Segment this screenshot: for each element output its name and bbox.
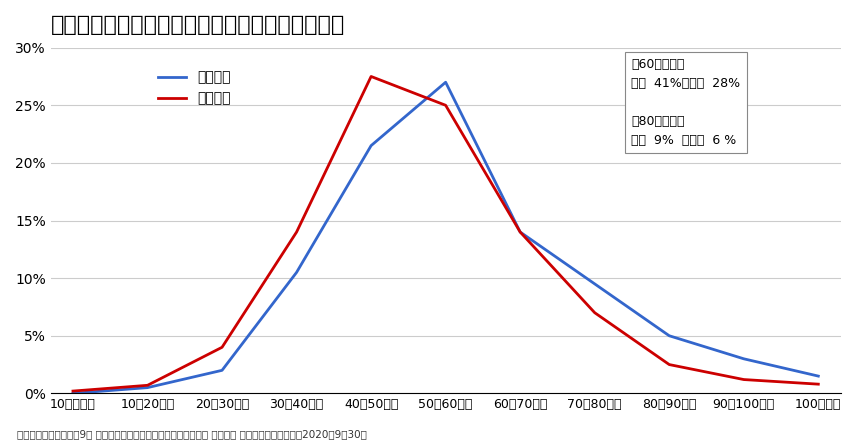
男性医師 <box>664 333 674 338</box>
Text: 引用：厚生労働省「第9回 医師の働き方改革の推進に関する検討会 令和元年 医師の勤務実態調査」2020年9月30日: 引用：厚生労働省「第9回 医師の働き方改革の推進に関する検討会 令和元年 医師の… <box>17 429 367 440</box>
男性医師 <box>143 385 153 390</box>
Line: 男性医師: 男性医師 <box>73 82 819 393</box>
男性医師 <box>814 373 824 379</box>
男性医師 <box>590 281 600 286</box>
女性医師 <box>366 74 377 79</box>
女性医師 <box>590 310 600 315</box>
Text: 週60時間以上
男性  41%、女性  28%

週80時間以上
男性  9%  、女性  6 %: 週60時間以上 男性 41%、女性 28% 週80時間以上 男性 9% 、女性 … <box>631 58 740 147</box>
男性医師 <box>739 356 749 361</box>
男性医師 <box>515 230 525 235</box>
女性医師 <box>143 383 153 388</box>
女性医師 <box>515 230 525 235</box>
女性医師 <box>814 381 824 387</box>
男性医師 <box>440 79 451 85</box>
女性医師 <box>217 345 227 350</box>
男性医師 <box>68 391 78 396</box>
女性医師 <box>664 362 674 367</box>
Text: 病院・常勤勤務医の週当たり勤務時間：性別分布: 病院・常勤勤務医の週当たり勤務時間：性別分布 <box>51 15 345 35</box>
Line: 女性医師: 女性医師 <box>73 76 819 391</box>
女性医師 <box>292 230 302 235</box>
男性医師 <box>217 368 227 373</box>
男性医師 <box>366 143 377 148</box>
Legend: 男性医師, 女性医師: 男性医師, 女性医師 <box>152 65 236 111</box>
女性医師 <box>68 388 78 394</box>
男性医師 <box>292 270 302 275</box>
女性医師 <box>739 377 749 382</box>
女性医師 <box>440 103 451 108</box>
